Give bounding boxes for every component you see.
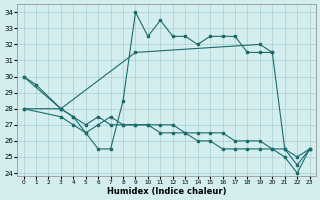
X-axis label: Humidex (Indice chaleur): Humidex (Indice chaleur) bbox=[107, 187, 226, 196]
